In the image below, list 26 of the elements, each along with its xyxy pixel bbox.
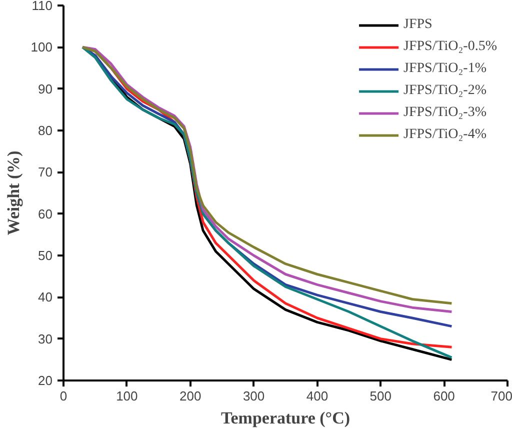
- x-tick-label: 400: [306, 388, 328, 404]
- x-tick-label: 600: [433, 388, 455, 404]
- legend-label: JFPS/TiO₂-4%: [404, 127, 486, 143]
- legend-label: JFPS: [404, 17, 432, 33]
- legend-label: JFPS/TiO₂-2%: [404, 83, 486, 99]
- y-tick-label: 40: [38, 290, 53, 305]
- y-tick-label: 70: [38, 164, 53, 180]
- y-tick-label: 30: [38, 331, 53, 346]
- x-tick-label: 200: [180, 388, 202, 404]
- x-tick-label: 700: [490, 388, 512, 404]
- y-tick-label: 60: [38, 206, 53, 222]
- y-axis-title: Weight (%): [4, 150, 23, 236]
- x-tick-label: 100: [116, 388, 138, 404]
- legend-label: JFPS/TiO₂-0.5%: [404, 39, 497, 55]
- x-axis-title: Temperature (°C): [220, 408, 350, 428]
- y-tick-label: 100: [30, 40, 53, 55]
- x-tick-label: 0: [60, 388, 68, 404]
- y-tick-label: 90: [38, 81, 53, 96]
- y-tick-label: 80: [38, 123, 53, 138]
- legend-label: JFPS/TiO₂-1%: [404, 61, 486, 77]
- y-tick-label: 50: [38, 248, 53, 263]
- x-tick-label: 500: [370, 388, 392, 404]
- y-tick-label: 110: [32, 0, 53, 13]
- y-tick-label: 20: [38, 373, 53, 388]
- x-tick-label: 300: [242, 388, 265, 404]
- legend-label: JFPS/TiO₂-3%: [404, 105, 486, 121]
